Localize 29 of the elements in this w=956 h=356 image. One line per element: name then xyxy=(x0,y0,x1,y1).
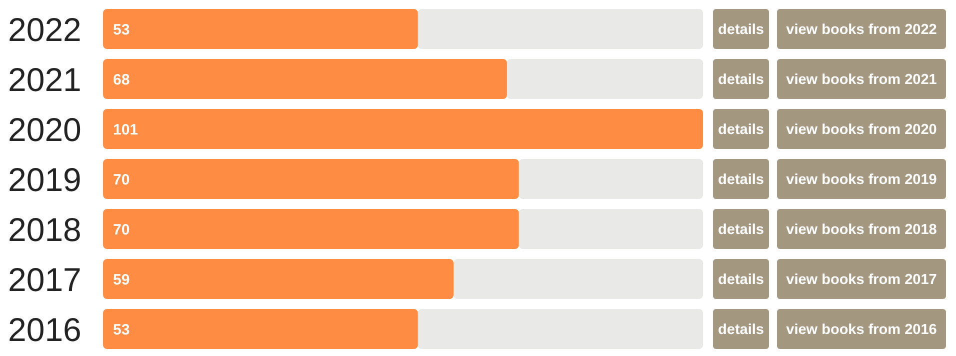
view-books-button: view books from 2018 xyxy=(777,209,946,249)
y-tick-label: 2018 xyxy=(8,210,82,248)
y-tick-label: 2016 xyxy=(8,310,82,348)
details-button: details xyxy=(713,9,769,49)
details-button: details xyxy=(713,159,769,199)
bar xyxy=(103,109,703,149)
view-books-button: view books from 2021 xyxy=(777,59,946,99)
details-button: details xyxy=(713,109,769,149)
view-books-button: view books from 2017 xyxy=(777,259,946,299)
details-button: details xyxy=(713,309,769,349)
view-books-button: view books from 2016 xyxy=(777,309,946,349)
data-label: 68 xyxy=(113,71,130,88)
y-tick-label: 2019 xyxy=(8,160,82,198)
data-label: 70 xyxy=(113,171,130,188)
y-tick-label: 2017 xyxy=(8,260,82,298)
details-button: details xyxy=(713,59,769,99)
data-label: 53 xyxy=(113,321,130,338)
data-label: 101 xyxy=(113,121,138,138)
y-tick-label: 2021 xyxy=(8,60,82,98)
data-label: 70 xyxy=(113,221,130,238)
details-button: details xyxy=(713,209,769,249)
y-tick-label: 2020 xyxy=(8,110,82,148)
data-label: 59 xyxy=(113,271,130,288)
view-books-button: view books from 2020 xyxy=(777,109,946,149)
details-button: details xyxy=(713,259,769,299)
y-tick-label: 2022 xyxy=(8,10,82,48)
data-label: 53 xyxy=(113,21,130,38)
view-books-button: view books from 2022 xyxy=(777,9,946,49)
view-books-button: view books from 2019 xyxy=(777,159,946,199)
